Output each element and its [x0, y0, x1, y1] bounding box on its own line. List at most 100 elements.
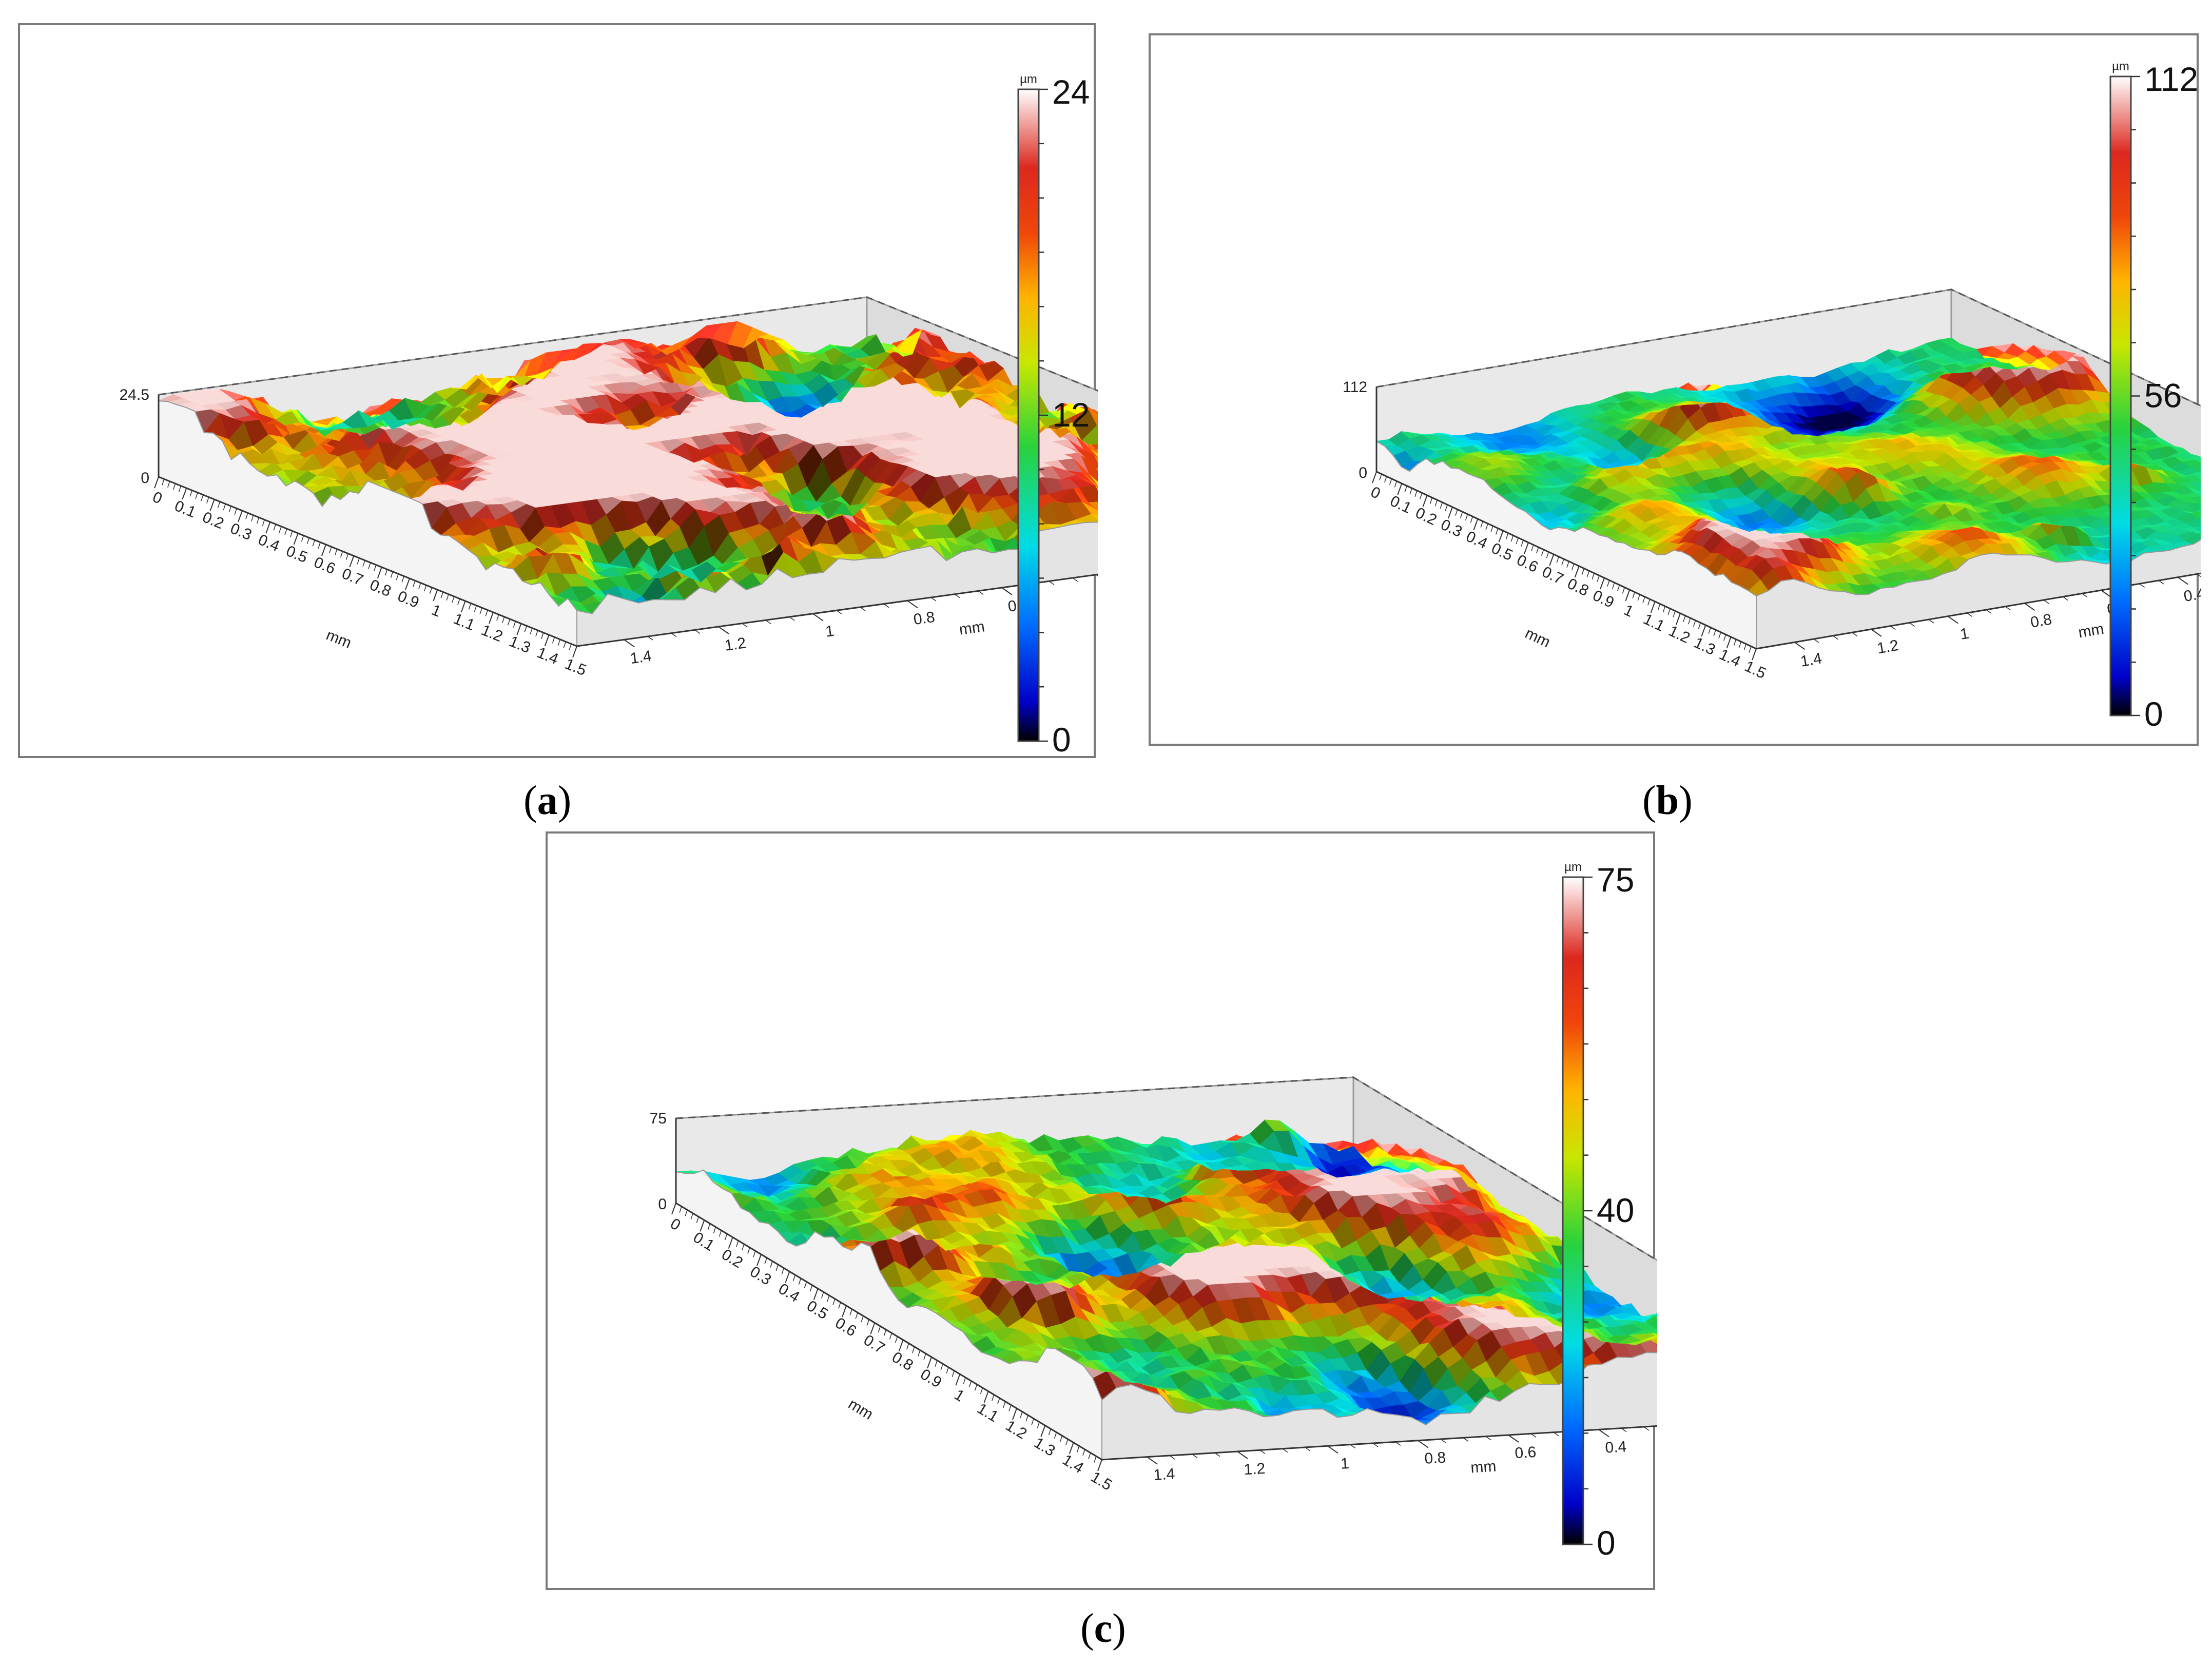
x-tick: [1549, 554, 1555, 566]
y-tick: [907, 600, 918, 609]
x-minor-tick: [162, 479, 165, 486]
x-minor-tick: [1546, 552, 1549, 558]
x-minor-tick: [1025, 1415, 1029, 1422]
y-minor-tick: [2158, 580, 2164, 585]
x-tick-label: 1: [1621, 602, 1636, 621]
x-minor-tick: [557, 639, 561, 646]
x-minor-tick: [1586, 570, 1590, 577]
x-minor-tick: [753, 1251, 756, 1257]
x-minor-tick: [340, 551, 343, 558]
z-axis-bottom-label: 0: [658, 1196, 667, 1213]
y-minor-tick: [1214, 1452, 1220, 1457]
x-tick: [1069, 1442, 1074, 1455]
x-tick: [349, 555, 355, 568]
x-minor-tick: [1465, 514, 1468, 521]
x-tick: [405, 578, 410, 590]
x-minor-tick: [446, 594, 449, 601]
x-tick: [842, 1305, 847, 1318]
x-minor-tick: [804, 1282, 807, 1288]
x-tick: [265, 521, 271, 534]
x-minor-tick: [724, 1233, 728, 1241]
caption-a: (a): [523, 778, 572, 823]
x-minor-tick: [1662, 606, 1666, 613]
x-tick-label: 0.2: [1413, 505, 1440, 529]
x-minor-tick: [423, 585, 427, 592]
x-minor-tick: [1510, 535, 1514, 542]
y-minor-tick: [1049, 580, 1055, 585]
x-axis-unit: mm: [1522, 625, 1553, 651]
x-minor-tick: [895, 1336, 898, 1343]
x-minor-tick: [530, 628, 533, 635]
x-tick: [1498, 530, 1504, 543]
x-minor-tick: [918, 1350, 921, 1357]
x-tick-label: 0: [1368, 483, 1383, 502]
x-minor-tick: [1718, 632, 1721, 639]
x-tick-label: 0.9: [1590, 587, 1617, 612]
y-tick-label: 1.4: [1799, 650, 1823, 670]
x-minor-tick: [855, 1312, 858, 1319]
x-minor-tick: [849, 1309, 852, 1315]
x-minor-tick: [1566, 561, 1569, 568]
y-minor-tick: [1553, 1432, 1559, 1437]
y-minor-tick: [2043, 599, 2049, 604]
y-tick: [2177, 576, 2188, 585]
x-tick-label: 1.5: [1088, 1468, 1115, 1494]
x-minor-tick: [1003, 1401, 1006, 1408]
x-tick-label: 1.4: [1059, 1451, 1086, 1477]
x-minor-tick: [775, 1264, 779, 1271]
x-tick-label: 0.1: [690, 1229, 717, 1254]
x-minor-tick: [1088, 1452, 1091, 1459]
x-minor-tick: [1455, 509, 1458, 516]
x-minor-tick: [1637, 594, 1640, 601]
y-minor-tick: [2197, 573, 2201, 577]
x-tick-label: 1.2: [1003, 1417, 1030, 1443]
x-tick-label: 0.2: [200, 509, 226, 532]
x-minor-tick: [832, 1299, 836, 1305]
x-minor-tick: [1379, 474, 1382, 480]
z-axis-bottom-label: 0: [141, 470, 149, 487]
colorbar-min-label: 0: [1052, 721, 1071, 759]
x-minor-tick: [838, 1302, 841, 1309]
y-tick-label: 1.2: [1876, 637, 1900, 657]
x-minor-tick: [992, 1394, 995, 1401]
x-tick: [1097, 1459, 1102, 1471]
x-minor-tick: [1516, 537, 1519, 545]
height-surface: [1375, 337, 2201, 597]
x-minor-tick: [195, 492, 198, 499]
x-tick-label: 0.5: [1489, 540, 1516, 565]
x-minor-tick: [1490, 526, 1493, 533]
x-tick-label: 1.2: [479, 622, 505, 645]
x-minor-tick: [968, 1381, 972, 1387]
x-minor-tick: [798, 1278, 802, 1285]
x-tick: [728, 1237, 733, 1249]
x-tick-label: 0: [150, 489, 165, 508]
y-tick-label: 1: [1959, 625, 1970, 643]
y-minor-tick: [2082, 593, 2088, 597]
y-tick: [1237, 1451, 1248, 1459]
x-minor-tick: [1683, 615, 1686, 622]
y-minor-tick: [930, 597, 937, 602]
x-tick: [1676, 613, 1681, 625]
x-minor-tick: [569, 644, 572, 650]
x-minor-tick: [781, 1268, 784, 1274]
x-minor-tick: [251, 515, 254, 522]
y-minor-tick: [2139, 583, 2145, 588]
x-minor-tick: [1693, 620, 1696, 627]
x-minor-tick: [1429, 497, 1433, 504]
x-tick-label: 0.4: [256, 531, 282, 555]
x-tick-label: 0.2: [719, 1246, 746, 1272]
x-minor-tick: [827, 1295, 830, 1302]
x-tick-label: 0.3: [228, 520, 254, 544]
x-minor-tick: [940, 1364, 943, 1370]
x-minor-tick: [747, 1247, 750, 1254]
x-minor-tick: [273, 524, 276, 531]
y-minor-tick: [1621, 1428, 1627, 1432]
x-tick: [898, 1340, 904, 1352]
x-tick-label: 1: [429, 602, 443, 621]
x-minor-tick: [1597, 575, 1600, 582]
y-minor-tick: [860, 607, 866, 611]
x-minor-tick: [541, 632, 544, 639]
y-minor-tick: [836, 610, 842, 614]
x-minor-tick: [1642, 596, 1645, 604]
